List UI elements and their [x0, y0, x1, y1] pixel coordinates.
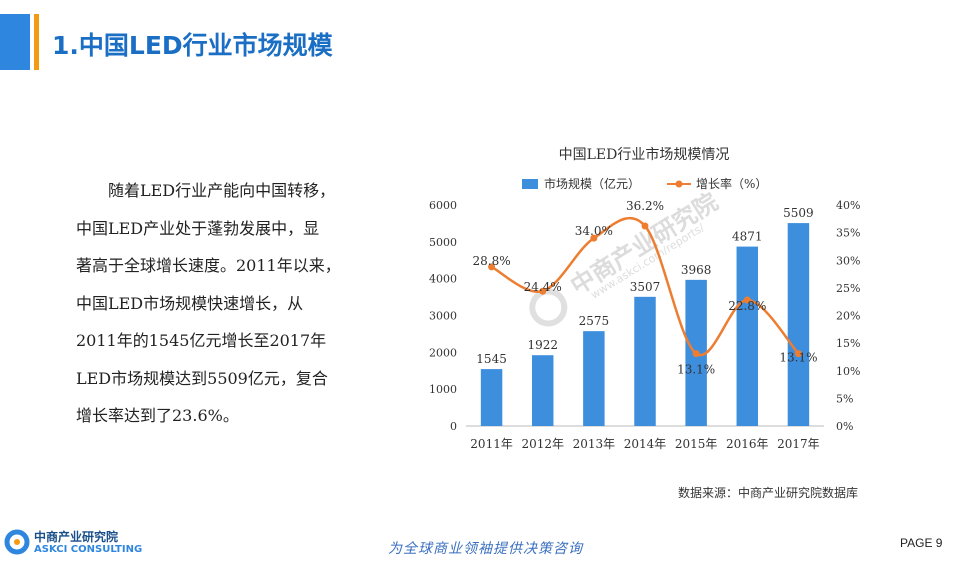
growth-value-label: 13.1% — [677, 363, 715, 377]
y-right-tick-label: 25% — [836, 282, 860, 295]
bar — [736, 246, 759, 426]
legend-label-growth: 增长率（%） — [696, 176, 767, 191]
y-left-tick-label: 3000 — [429, 310, 457, 323]
growth-point — [692, 350, 700, 358]
footer-slogan: 为全球商业领袖提供决策咨询 — [388, 541, 583, 557]
y-left-tick-label: 0 — [450, 420, 457, 433]
growth-value-label: 36.2% — [626, 199, 664, 213]
legend-label-bars: 市场规模（亿元） — [544, 176, 640, 191]
bar — [480, 369, 503, 426]
bar-value-label: 3507 — [630, 280, 661, 294]
y-right-tick-label: 35% — [836, 227, 860, 240]
y-left-tick-label: 5000 — [429, 236, 457, 249]
y-right-tick-label: 15% — [836, 337, 860, 350]
growth-point — [743, 296, 751, 304]
logo-name-cn: 中商产业研究院 — [34, 530, 119, 544]
growth-value-label: 13.1% — [779, 351, 817, 365]
legend-swatch-bars — [522, 179, 538, 189]
x-tick-label: 2011年 — [470, 437, 513, 451]
data-source: 数据来源：中商产业研究院数据库 — [678, 486, 859, 500]
bar-value-label: 3968 — [681, 263, 712, 277]
body-line: 增长率达到了23.6%。 — [76, 406, 239, 425]
body-line: 中国LED市场规模快速增长，从 — [76, 293, 304, 313]
page-title: 1.中国LED行业市场规模 — [52, 31, 333, 60]
x-tick-label: 2017年 — [777, 437, 820, 451]
bar-value-label: 1922 — [527, 338, 558, 352]
growth-value-label: 28.8% — [473, 254, 511, 268]
header-accent-stripe — [34, 14, 39, 70]
page-number: PAGE 9 — [900, 536, 943, 550]
bar — [583, 331, 605, 426]
x-tick-label: 2012年 — [521, 437, 564, 451]
legend-marker-growth — [675, 180, 683, 188]
y-left-tick-label: 2000 — [429, 346, 457, 359]
growth-value-label: 22.8% — [728, 299, 766, 313]
x-tick-label: 2016年 — [726, 437, 769, 451]
growth-value-label: 24.4% — [524, 280, 562, 294]
body-line: LED市场规模达到5509亿元，复合 — [76, 368, 328, 388]
y-left-tick-label: 4000 — [429, 273, 457, 286]
body-paragraph: 随着LED行业产能向中国转移， 中国LED产业处于蓬勃发展中，显 著高于全球增长… — [76, 172, 406, 435]
y-right-tick-label: 5% — [836, 392, 853, 405]
growth-point — [641, 222, 649, 230]
body-line: 中国LED产业处于蓬勃发展中，显 — [76, 218, 320, 238]
company-logo: 中商产业研究院 ASKCI CONSULTING — [4, 527, 144, 561]
x-tick-label: 2013年 — [573, 437, 616, 451]
y-right-tick-label: 40% — [836, 199, 860, 212]
logo-name-en: ASKCI CONSULTING — [34, 544, 143, 555]
body-line: 随着LED行业产能向中国转移， — [76, 181, 336, 200]
y-right-tick-label: 10% — [836, 365, 860, 378]
x-tick-label: 2015年 — [675, 437, 718, 451]
bar-value-label: 4871 — [732, 230, 763, 244]
y-right-tick-label: 30% — [836, 254, 860, 267]
y-left-tick-label: 1000 — [429, 383, 457, 396]
bar — [531, 355, 554, 426]
chart-title: 中国LED行业市场规模情况 — [559, 146, 730, 163]
bar-value-label: 2575 — [579, 314, 610, 328]
body-line: 2011年的1545亿元增长至2017年 — [76, 331, 327, 350]
body-line: 著高于全球增长速度。2011年以来， — [76, 256, 341, 275]
bar-value-label: 1545 — [476, 352, 507, 366]
y-right-tick-label: 20% — [836, 310, 860, 323]
header: 1.中国LED行业市场规模 — [0, 0, 976, 90]
chart: 中国LED行业市场规模情况市场规模（亿元） 增长率（%） 0 1000 2000 3000… — [420, 132, 900, 472]
logo-mark-icon — [4, 529, 30, 555]
bar-value-label: 5509 — [783, 206, 814, 220]
growth-value-label: 34.0% — [575, 224, 613, 238]
growth-point — [794, 350, 802, 358]
x-tick-label: 2014年 — [624, 437, 667, 451]
header-accent-bar — [0, 14, 30, 70]
bar — [787, 223, 810, 426]
bar — [634, 296, 656, 426]
y-right-tick-label: 0% — [836, 420, 853, 433]
growth-point — [590, 234, 598, 242]
growth-point — [488, 263, 496, 271]
growth-point — [539, 287, 547, 295]
y-left-tick-label: 6000 — [429, 199, 457, 212]
